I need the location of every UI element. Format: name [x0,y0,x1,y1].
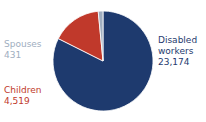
svg-text:Children4,519: Children4,519 [4,85,41,106]
svg-text:Spouses431: Spouses431 [4,39,42,60]
svg-text:Disabledworkers23,174: Disabledworkers23,174 [158,35,197,67]
